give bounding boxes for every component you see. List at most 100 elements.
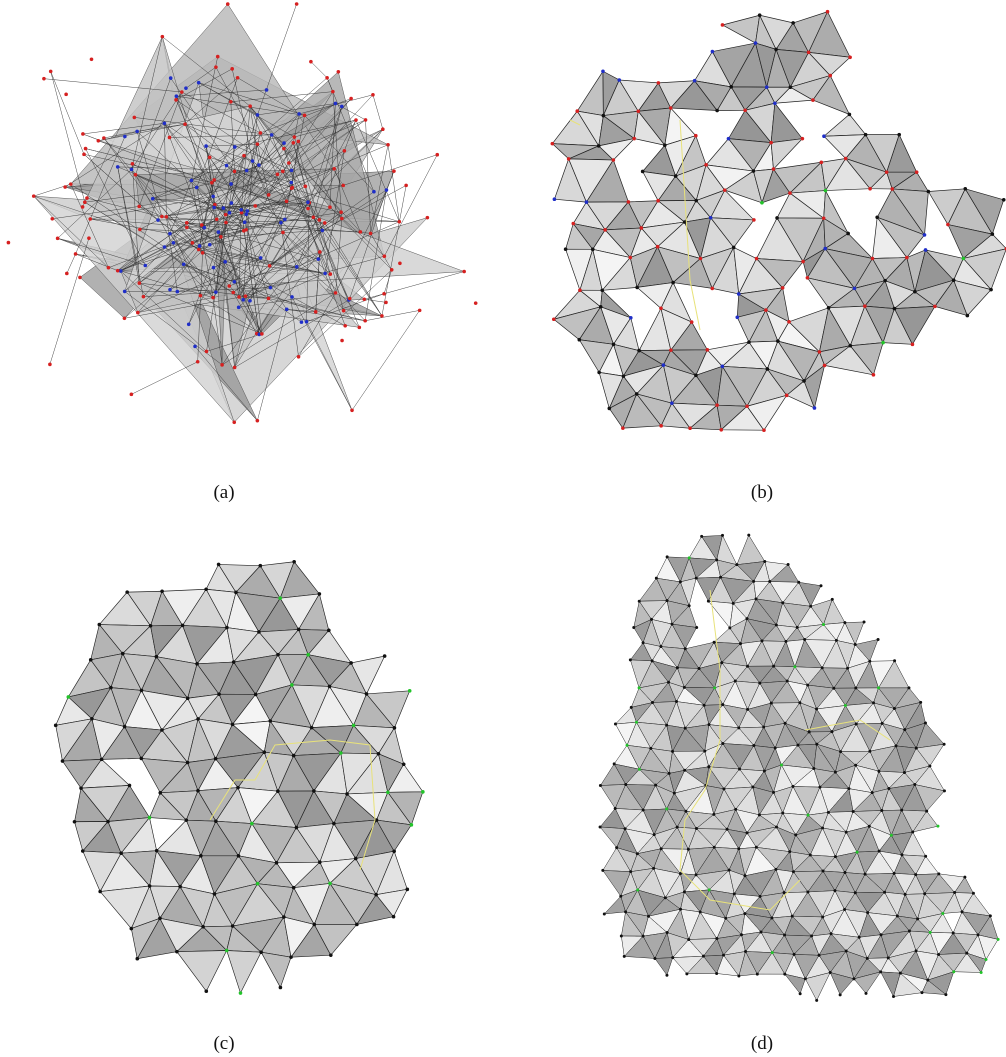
mesh-vertex bbox=[793, 665, 797, 669]
mesh-vertex bbox=[663, 143, 667, 148]
vertex-red bbox=[291, 140, 296, 145]
mesh-vertex bbox=[733, 679, 737, 683]
mesh-vertex bbox=[952, 970, 956, 974]
mesh-vertex bbox=[833, 889, 837, 893]
mesh-vertex bbox=[757, 13, 762, 18]
edge bbox=[70, 183, 165, 248]
mesh-vertices bbox=[53, 559, 425, 995]
mesh-vertex bbox=[854, 722, 858, 726]
mesh-vertex bbox=[914, 949, 918, 953]
mesh-vertex bbox=[695, 625, 699, 629]
mesh-vertex bbox=[876, 637, 880, 641]
mesh-vertex bbox=[224, 948, 229, 953]
vertex-blue bbox=[212, 205, 216, 210]
mesh-vertex bbox=[744, 949, 748, 953]
edge bbox=[164, 246, 244, 300]
mesh-vertex bbox=[809, 604, 813, 608]
vertex-red bbox=[185, 225, 189, 230]
mesh-vertex bbox=[822, 134, 826, 139]
mesh-vertex bbox=[180, 623, 185, 628]
vertex-blue bbox=[143, 263, 148, 268]
mesh-vertex bbox=[961, 256, 966, 261]
vertex-blue bbox=[294, 265, 299, 269]
edge bbox=[143, 291, 216, 297]
mesh-vertex bbox=[710, 49, 715, 54]
edge bbox=[50, 71, 86, 203]
mesh-vertex bbox=[710, 286, 715, 291]
mesh-vertex bbox=[160, 589, 164, 594]
mesh-vertex bbox=[697, 666, 701, 670]
mesh-vertex bbox=[185, 696, 190, 701]
vertex-red bbox=[224, 220, 228, 225]
mesh-triangle bbox=[671, 623, 697, 649]
edge bbox=[132, 163, 140, 284]
mesh-triangle bbox=[966, 952, 987, 973]
edge bbox=[229, 150, 345, 213]
mesh-vertex bbox=[781, 601, 785, 605]
edge bbox=[225, 222, 240, 297]
edge bbox=[215, 171, 235, 293]
mesh-vertex bbox=[848, 343, 853, 348]
mesh-vertex bbox=[892, 871, 896, 875]
edge bbox=[384, 154, 438, 257]
edge bbox=[255, 205, 314, 218]
mesh-vertex bbox=[889, 833, 893, 837]
edge bbox=[252, 114, 258, 162]
mesh-vertex bbox=[701, 954, 705, 958]
mesh-vertex bbox=[675, 825, 679, 829]
mesh-vertex bbox=[914, 746, 918, 750]
vertex-red bbox=[195, 359, 200, 364]
edge bbox=[252, 160, 309, 209]
edge bbox=[220, 236, 235, 368]
edge bbox=[131, 36, 163, 170]
edge bbox=[124, 295, 246, 319]
mesh-vertex bbox=[185, 760, 190, 765]
vertex-red bbox=[341, 183, 346, 188]
edge bbox=[209, 157, 248, 212]
mesh-vertex bbox=[773, 101, 777, 106]
edge bbox=[98, 140, 212, 183]
edge bbox=[298, 292, 336, 357]
mesh-vertex bbox=[728, 626, 732, 630]
vertex-red bbox=[211, 295, 215, 300]
vertex-red bbox=[331, 89, 335, 94]
mesh-vertex bbox=[318, 860, 322, 864]
edge bbox=[268, 273, 326, 299]
mesh-vertex bbox=[339, 751, 343, 755]
vertex-red bbox=[384, 300, 388, 305]
vertex-blue bbox=[123, 134, 127, 139]
mesh-vertex bbox=[731, 245, 736, 250]
mesh-vertex bbox=[907, 929, 911, 933]
mesh-vertex bbox=[848, 55, 852, 60]
mesh-vertex bbox=[686, 847, 690, 851]
mesh-vertex bbox=[154, 848, 159, 853]
mesh-vertex bbox=[803, 638, 807, 642]
edge bbox=[284, 168, 335, 220]
mesh-vertex bbox=[53, 723, 58, 728]
mesh-vertex bbox=[965, 313, 970, 318]
mesh-vertex bbox=[196, 788, 200, 793]
mesh-vertex bbox=[619, 894, 623, 898]
edge bbox=[206, 222, 227, 352]
mesh-vertex bbox=[883, 278, 887, 283]
vertex-red bbox=[138, 227, 142, 232]
mesh-vertex bbox=[823, 188, 828, 193]
mesh-vertex bbox=[291, 885, 296, 890]
vertex-red bbox=[275, 172, 280, 177]
mesh-vertex bbox=[652, 866, 656, 870]
vertex-blue bbox=[189, 178, 194, 183]
vertex-blue bbox=[184, 86, 188, 90]
edge bbox=[214, 202, 310, 208]
mesh-vertex bbox=[90, 716, 94, 721]
vertex-red bbox=[435, 152, 440, 157]
mesh-vertex bbox=[760, 639, 764, 643]
mesh-vertex bbox=[914, 170, 919, 174]
vertex-red bbox=[347, 296, 352, 301]
mesh-vertex bbox=[268, 719, 273, 723]
mesh-triangle bbox=[808, 52, 851, 76]
mesh-vertex bbox=[230, 924, 235, 928]
mesh-vertices bbox=[598, 533, 1000, 1002]
mesh-vertex bbox=[763, 559, 767, 563]
edge bbox=[268, 230, 323, 299]
mesh-vertex bbox=[675, 666, 679, 670]
